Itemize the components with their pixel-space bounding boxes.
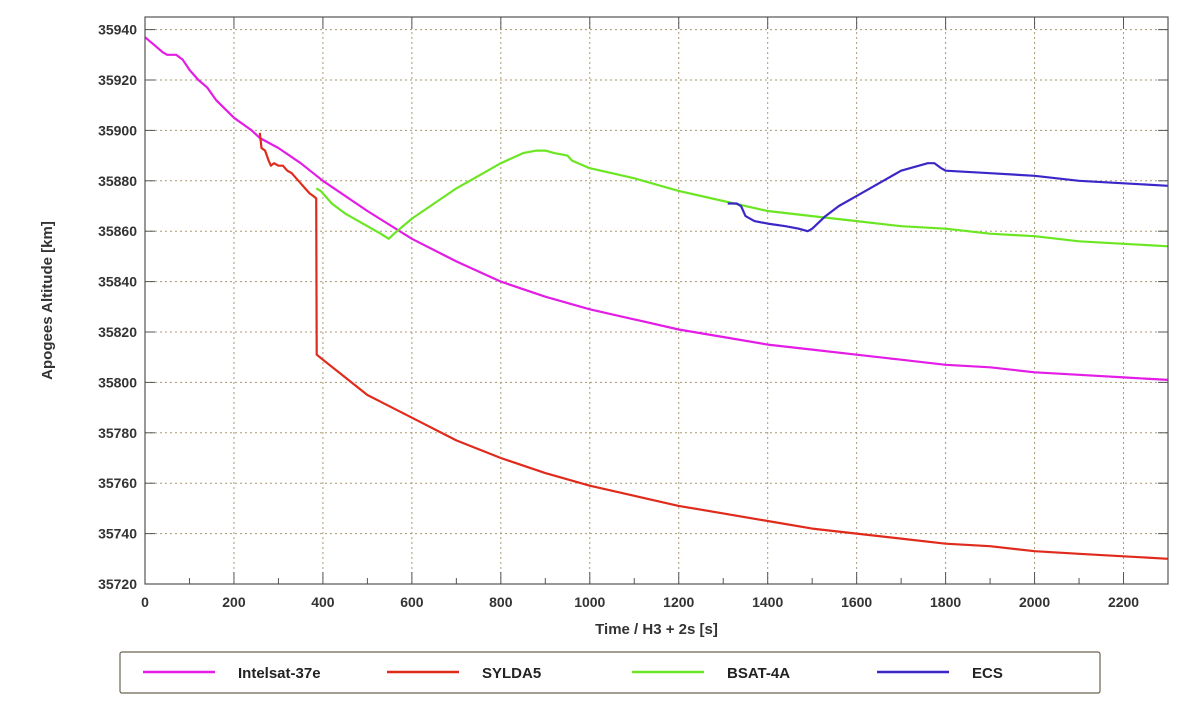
y-tick-label: 35860 [98, 223, 137, 239]
y-tick-label: 35920 [98, 72, 137, 88]
y-tick-label: 35880 [98, 173, 137, 189]
x-tick-label: 1800 [930, 594, 961, 610]
legend-label: SYLDA5 [482, 665, 541, 682]
y-tick-label: 35740 [98, 526, 137, 542]
legend-box [119, 651, 1101, 694]
x-tick-label: 600 [400, 594, 424, 610]
series-line-bsat-4a [315, 149, 1169, 248]
legend-label: Intelsat-37e [238, 665, 321, 682]
x-tick-label: 2200 [1108, 594, 1139, 610]
y-tick-label: 35840 [98, 274, 137, 290]
legend-label: BSAT-4A [727, 665, 790, 682]
x-tick-label: 400 [311, 594, 335, 610]
y-tick-label: 35720 [98, 576, 137, 592]
y-tick-label: 35760 [98, 475, 137, 491]
series-line-sylda5 [258, 132, 1169, 560]
x-tick-label: 2000 [1019, 594, 1050, 610]
x-tick-label: 1000 [574, 594, 605, 610]
axis-ticks: 0 200 400 600 800 1000 1200 1400 1600 1800 2000 220… [98, 17, 1168, 610]
legend: Intelsat-37e SYLDA5 BSAT-4A ECS [119, 651, 1101, 694]
plot-frame [144, 16, 1169, 585]
x-tick-label: 1200 [663, 594, 694, 610]
legend-label: ECS [972, 665, 1003, 682]
x-tick-label: 1600 [841, 594, 872, 610]
x-tick-label: 200 [222, 594, 246, 610]
y-tick-label: 35900 [98, 122, 137, 138]
y-tick-label: 35800 [98, 374, 137, 390]
x-tick-label: 800 [489, 594, 513, 610]
series-line-intelsat-37e [144, 36, 1169, 381]
y-tick-label: 35780 [98, 425, 137, 441]
y-tick-label: 35820 [98, 324, 137, 340]
series-lines [144, 36, 1169, 560]
x-tick-label: 1400 [752, 594, 783, 610]
y-tick-label: 35940 [98, 22, 137, 38]
series-line-ecs [727, 162, 1169, 233]
x-tick-label: 0 [141, 594, 149, 610]
x-axis-title: Time / H3 + 2s [s] [595, 621, 718, 638]
y-axis-title: Apogees Altitude [km] [39, 221, 56, 380]
